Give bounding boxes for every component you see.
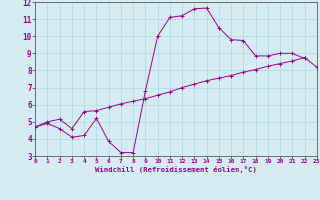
X-axis label: Windchill (Refroidissement éolien,°C): Windchill (Refroidissement éolien,°C)	[95, 166, 257, 173]
